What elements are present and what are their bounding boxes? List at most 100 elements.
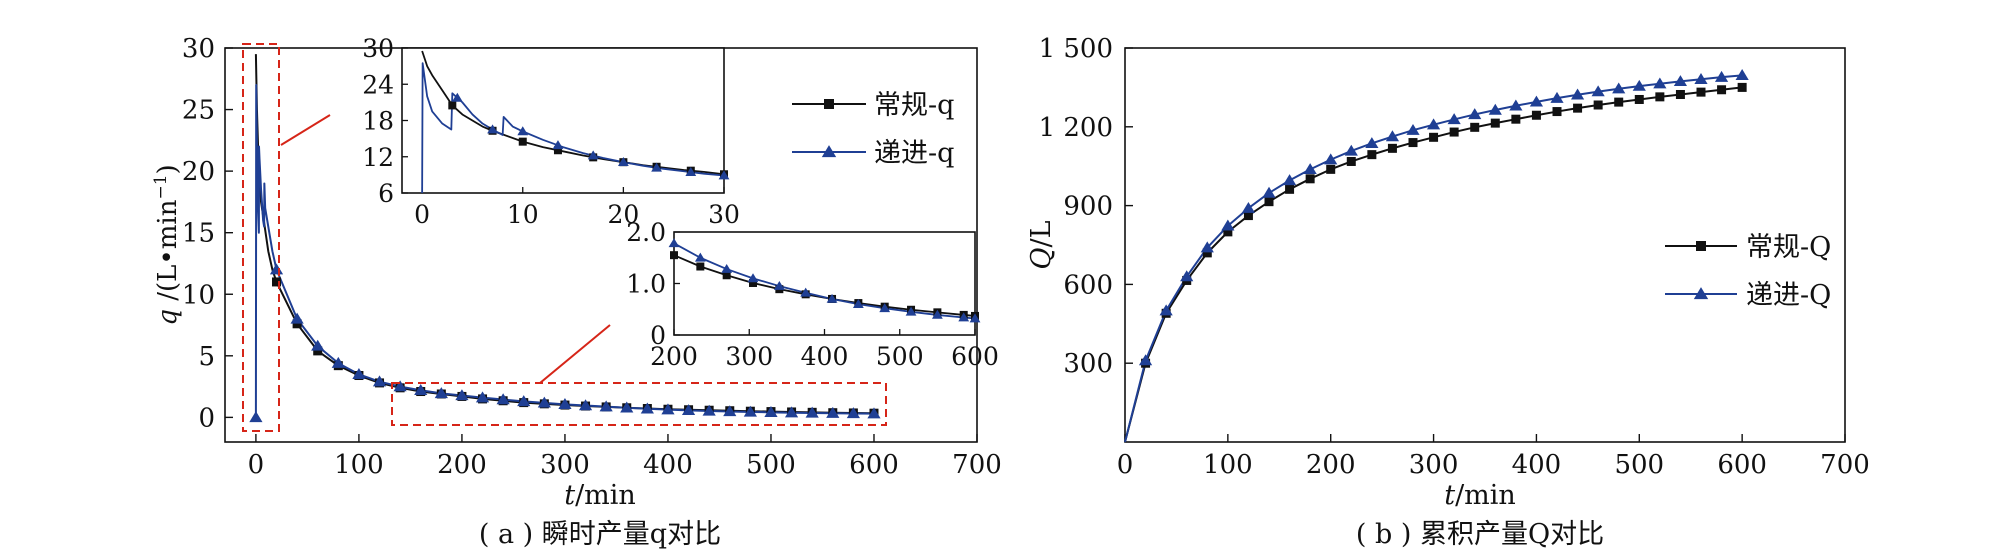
panel-b-conventional-point bbox=[1223, 227, 1233, 237]
panel-b-x-axis-label-unit: /min bbox=[1455, 480, 1516, 511]
panel-a-progressive-point bbox=[311, 339, 325, 351]
panel-a-progressive-point bbox=[331, 356, 345, 368]
panel-a-progressive-point bbox=[558, 398, 572, 410]
inset-2-x-tick-label: 600 bbox=[951, 342, 999, 371]
panel-b-progressive-point bbox=[1138, 354, 1153, 366]
panel-a-y-axis-label-close: ) bbox=[153, 164, 183, 174]
inset-2-progressive-point bbox=[852, 298, 864, 308]
inset-2-progressive-point bbox=[931, 309, 943, 319]
inset-1-conventional-point bbox=[448, 101, 457, 110]
inset-2-progressive-point bbox=[905, 306, 917, 316]
panel-b-conventional-point bbox=[1696, 87, 1706, 97]
inset-1-conventional-point bbox=[553, 146, 562, 155]
panel-a-progressive-point bbox=[681, 404, 696, 416]
panel-a-x-axis-label-var: t bbox=[564, 480, 575, 511]
panel-a-progressive-point bbox=[723, 405, 737, 417]
inset-1-y-tick-label: 12 bbox=[362, 143, 394, 172]
inset-2-x-tick-label: 300 bbox=[725, 342, 773, 371]
inset-2-progressive-point bbox=[969, 313, 981, 323]
panel-b-progressive-point bbox=[1406, 123, 1420, 135]
inset-2-x-tick-label: 200 bbox=[650, 342, 698, 371]
inset-2-progressive-point bbox=[826, 293, 838, 303]
inset-2-progressive-point bbox=[747, 273, 759, 283]
panel-b-progressive-point bbox=[1221, 219, 1235, 231]
panel-a-progressive-point bbox=[599, 400, 613, 412]
panel-a-progressive-point bbox=[661, 403, 675, 415]
panel-a-x-tick-label: 700 bbox=[952, 450, 1002, 480]
inset-1-y-tick-label: 30 bbox=[362, 34, 394, 63]
panel-b-progressive-point bbox=[1714, 70, 1729, 82]
panel-b-progressive-point bbox=[1262, 186, 1276, 198]
panel-a-progressive-point bbox=[743, 405, 757, 417]
panel-a-conventional-point bbox=[292, 319, 302, 329]
panel-a-y-axis-label-sup: −1 bbox=[151, 174, 171, 199]
inset-1-y-tick-label: 24 bbox=[362, 70, 394, 99]
panel-a-progressive-point bbox=[805, 406, 819, 418]
inset-1-progressive-point bbox=[587, 150, 599, 160]
panel-b-conventional-point bbox=[1470, 122, 1480, 132]
panel-b-conventional-point bbox=[1367, 150, 1377, 160]
panel-b-conventional-point bbox=[1655, 92, 1665, 102]
inset-1-progressive-point bbox=[617, 157, 629, 167]
inset-1-progressive-point bbox=[451, 92, 463, 102]
panel-b-x-tick-label: 200 bbox=[1306, 450, 1356, 480]
panel-a-y-tick-label: 20 bbox=[182, 157, 215, 187]
panel-b-y-axis-label: Q/L bbox=[1026, 220, 1057, 269]
panel-a-progressive-point bbox=[352, 368, 366, 379]
panel-b-caption: ( b ) 累积产量Q对比 bbox=[1356, 519, 1604, 550]
panel-a-x-tick-label: 0 bbox=[248, 450, 265, 480]
panel-a-x-tick-label: 100 bbox=[334, 450, 384, 480]
panel-a-y-tick-label: 25 bbox=[182, 96, 215, 126]
panel-b-progressive-point bbox=[1344, 144, 1358, 156]
panel-b-legend-progressive-label: 递进-Q bbox=[1746, 280, 1831, 311]
panel-b-progressive-point bbox=[1735, 69, 1749, 81]
inset-2-progressive-point bbox=[721, 263, 733, 273]
panel-b-axes-frame bbox=[1124, 47, 1846, 443]
inset-1-progressive-point bbox=[651, 162, 662, 172]
panel-a-zoom-box-late bbox=[391, 382, 887, 426]
panel-a-progressive-point bbox=[517, 395, 531, 407]
inset-1-background bbox=[402, 48, 724, 193]
panel-a-y-axis-label-unit: /(L•min bbox=[153, 199, 183, 309]
panel-b-conventional-point bbox=[1429, 132, 1439, 142]
inset-1-y-tick-label: 6 bbox=[378, 179, 394, 208]
inset-1-progressive-point bbox=[517, 126, 529, 136]
panel-b-progressive-point bbox=[1365, 137, 1379, 149]
panel-b-series-progressive-line bbox=[1124, 74, 1743, 443]
panel-a-progressive-point bbox=[434, 387, 448, 399]
panel-b-progressive-point bbox=[1447, 113, 1461, 125]
panel-b-progressive-point bbox=[1159, 304, 1173, 316]
panel-a-x-axis-label: t/min bbox=[564, 480, 636, 511]
panel-b-progressive-point bbox=[1673, 75, 1688, 87]
panel-b-progressive-point bbox=[1282, 174, 1297, 186]
panel-b-progressive-point bbox=[1509, 99, 1523, 111]
panel-a-zoom-connector-early bbox=[280, 114, 331, 146]
panel-b-conventional-point bbox=[1675, 89, 1685, 99]
panel-a-legend-progressive-marker bbox=[821, 145, 837, 158]
panel-b-conventional-point bbox=[1202, 248, 1212, 258]
panel-b-progressive-point bbox=[1241, 201, 1256, 213]
inset-2-progressive-point bbox=[958, 312, 970, 322]
panel-a-legend-conventional-label: 常规-q bbox=[874, 90, 954, 121]
panel-a-progressive-point bbox=[290, 312, 304, 324]
panel-b-y-tick-label: 1 500 bbox=[1039, 34, 1113, 64]
panel-a-progressive-point bbox=[578, 399, 593, 411]
panel-a-progressive-point bbox=[826, 406, 840, 418]
panel-a-x-tick-label: 400 bbox=[643, 450, 693, 480]
panel-b-legend-progressive-marker bbox=[1693, 287, 1709, 300]
panel-a-progressive-point bbox=[867, 407, 881, 419]
inset-2-y-tick-label: 1.0 bbox=[626, 270, 666, 299]
panel-b-y-tick-label: 1 200 bbox=[1039, 113, 1113, 143]
panel-b-x-tick-label: 300 bbox=[1409, 450, 1459, 480]
panel-b-conventional-point bbox=[1346, 156, 1356, 166]
panel-a-legend-conventional-marker bbox=[824, 99, 834, 109]
panel-a-y-axis-label-var: q bbox=[153, 309, 183, 326]
panel-a-zoom-box-early bbox=[242, 43, 280, 432]
panel-b-legend-conventional-label: 常规-Q bbox=[1746, 232, 1831, 263]
panel-a-x-axis-label-unit: /min bbox=[575, 480, 636, 511]
panel-b-conventional-point bbox=[1717, 85, 1727, 95]
panel-b-x-tick-label: 500 bbox=[1614, 450, 1664, 480]
panel-a-progressive-point bbox=[764, 406, 778, 418]
inset-2-progressive-point bbox=[668, 238, 680, 248]
panel-b-conventional-point bbox=[1737, 82, 1747, 92]
